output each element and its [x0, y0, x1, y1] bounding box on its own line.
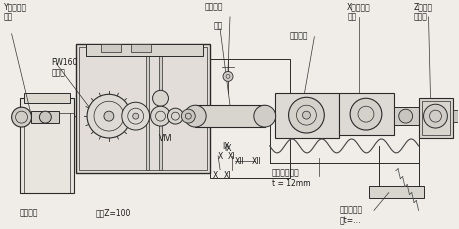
- Text: 铸铁支架: 铸铁支架: [20, 207, 38, 216]
- Text: VI: VI: [164, 134, 172, 142]
- Text: X: X: [212, 170, 217, 179]
- Circle shape: [167, 109, 183, 125]
- Bar: [76, 44, 210, 173]
- Circle shape: [39, 112, 51, 123]
- Text: XII: XII: [235, 157, 244, 166]
- Bar: [101, 44, 121, 52]
- Bar: [20, 99, 74, 193]
- Text: FW160
分度头: FW160 分度头: [51, 57, 78, 77]
- Circle shape: [184, 106, 206, 128]
- Circle shape: [349, 99, 381, 131]
- Circle shape: [104, 112, 114, 122]
- Bar: [158, 47, 161, 170]
- Text: XI: XI: [228, 152, 235, 161]
- Circle shape: [122, 103, 149, 131]
- Circle shape: [288, 98, 324, 134]
- Bar: [146, 47, 148, 170]
- Text: Z方向步
进电机: Z方向步 进电机: [413, 2, 432, 21]
- Text: 工件: 工件: [213, 22, 223, 31]
- Bar: [210, 59, 289, 178]
- Text: VI: VI: [158, 134, 166, 143]
- Circle shape: [87, 95, 130, 138]
- Circle shape: [423, 105, 447, 128]
- Bar: [338, 94, 393, 135]
- Bar: [86, 44, 203, 56]
- Circle shape: [152, 91, 168, 107]
- Bar: [195, 106, 264, 128]
- Text: 齿轮Z=100: 齿轮Z=100: [96, 207, 131, 216]
- Text: 球头铣刀: 球头铣刀: [204, 2, 222, 11]
- Circle shape: [133, 114, 138, 120]
- Text: 动力铣头: 动力铣头: [289, 32, 308, 41]
- Bar: [420, 102, 449, 135]
- Text: 纵向滚珠丝杠
t = 12mm: 纵向滚珠丝杠 t = 12mm: [271, 168, 309, 187]
- Text: X: X: [217, 152, 222, 161]
- Text: Y方向步进
电极: Y方向步进 电极: [4, 2, 27, 21]
- Text: 横向滚珠丝
杆t=…: 横向滚珠丝 杆t=…: [338, 204, 362, 224]
- Bar: [130, 44, 150, 52]
- Circle shape: [11, 108, 31, 128]
- Text: XI: XI: [224, 170, 231, 179]
- Circle shape: [302, 112, 310, 120]
- Text: X方向步进
电机: X方向步进 电机: [347, 2, 370, 21]
- Circle shape: [150, 107, 170, 126]
- Bar: [368, 186, 423, 198]
- Circle shape: [181, 110, 195, 123]
- Bar: [23, 94, 70, 104]
- Text: IX: IX: [222, 141, 230, 150]
- Bar: [453, 111, 457, 123]
- Bar: [418, 99, 453, 138]
- Bar: [31, 112, 59, 123]
- Circle shape: [223, 72, 232, 82]
- Bar: [274, 94, 338, 138]
- Circle shape: [398, 110, 412, 123]
- Bar: [79, 47, 207, 170]
- Text: XII: XII: [251, 156, 261, 165]
- Bar: [393, 108, 418, 125]
- Circle shape: [253, 106, 275, 128]
- Text: IX: IX: [224, 144, 231, 153]
